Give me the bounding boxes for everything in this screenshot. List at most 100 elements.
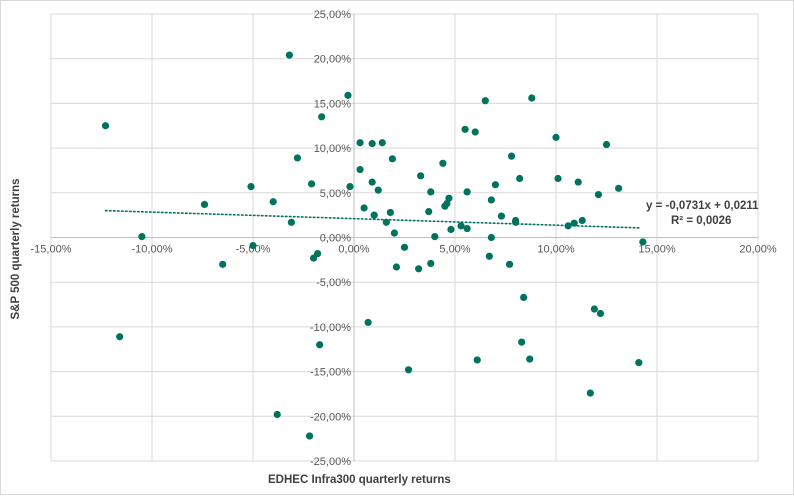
x-tick-label: 20,00%: [739, 244, 777, 256]
data-point: [293, 154, 302, 162]
y-tick-label: -15,00%: [310, 367, 351, 379]
data-point: [578, 216, 586, 225]
data-point: [526, 355, 534, 363]
x-tick-label: 5,00%: [439, 244, 470, 256]
data-point: [427, 259, 435, 268]
data-point: [463, 188, 471, 196]
y-axis-title: S&P 500 quarterly returns: [10, 178, 22, 319]
data-point: [116, 333, 124, 341]
data-point: [445, 194, 453, 202]
data-point: [400, 243, 409, 251]
data-point: [356, 139, 364, 147]
data-point: [518, 338, 526, 346]
data-point: [520, 293, 528, 301]
data-point: [447, 225, 455, 234]
data-point: [457, 222, 465, 230]
data-point: [374, 186, 382, 194]
data-point: [596, 309, 605, 318]
data-point: [318, 113, 326, 121]
data-point: [586, 389, 594, 397]
data-point: [388, 155, 396, 163]
data-point: [368, 140, 376, 148]
data-point: [305, 432, 314, 440]
data-point: [497, 212, 506, 220]
data-point: [392, 263, 401, 271]
data-point: [516, 174, 524, 183]
axes: [51, 14, 758, 461]
data-point: [390, 229, 398, 237]
data-point: [219, 260, 227, 268]
data-point: [378, 139, 386, 147]
data-point: [344, 91, 352, 99]
x-axis-title: EDHEC Infra300 quarterly returns: [268, 474, 451, 486]
data-point: [615, 184, 623, 192]
data-point: [590, 305, 598, 313]
data-point: [427, 188, 435, 196]
data-point: [570, 219, 578, 227]
data-point: [368, 178, 376, 186]
data-point: [346, 182, 354, 191]
data-point: [594, 190, 603, 199]
data-point: [564, 222, 572, 230]
y-tick-label: -10,00%: [310, 322, 351, 334]
x-tick-label: 15,00%: [638, 244, 676, 256]
data-point: [471, 128, 479, 136]
data-points: [101, 51, 647, 440]
y-tick-label: 5,00%: [320, 188, 351, 200]
data-point: [415, 265, 423, 273]
data-point: [273, 410, 281, 419]
data-point: [481, 97, 489, 105]
data-point: [473, 356, 481, 364]
data-point: [364, 318, 372, 327]
trendline-r2: R² = 0,0026: [671, 215, 731, 227]
y-tick-label: 15,00%: [314, 98, 352, 110]
data-point: [316, 341, 324, 349]
y-tick-labels: -25,00% -20,00% -15,00% -10,00% -5,00% 0,00% 5…: [310, 9, 351, 468]
data-point: [431, 233, 439, 241]
data-point: [505, 260, 514, 268]
data-point: [285, 51, 293, 59]
y-tick-label: 20,00%: [314, 54, 352, 66]
data-point: [307, 180, 316, 188]
data-point: [487, 196, 495, 204]
data-point: [386, 208, 394, 217]
y-tick-label: 25,00%: [314, 9, 352, 21]
data-point: [487, 233, 495, 242]
x-tick-labels: -15,00% -10,00% -5,00% 0,00% 5,00% 10,00% 15,0…: [31, 244, 777, 256]
trendline-equation: y = -0,0731x + 0,0211: [646, 200, 759, 212]
data-point: [314, 249, 322, 258]
data-point: [485, 252, 493, 260]
data-point: [574, 178, 582, 186]
data-point: [463, 224, 471, 233]
trendline-group: [104, 209, 642, 229]
data-point: [439, 159, 447, 167]
data-point: [138, 233, 146, 241]
y-tick-label: -20,00%: [310, 411, 351, 423]
data-point: [511, 216, 520, 225]
data-point: [382, 218, 390, 226]
y-tick-label: 10,00%: [314, 143, 352, 155]
data-point: [552, 133, 560, 141]
y-tick-label: -25,00%: [310, 456, 351, 468]
x-tick-label: -15,00%: [31, 244, 72, 256]
data-point: [404, 366, 413, 374]
data-point: [602, 140, 611, 149]
data-point: [635, 359, 643, 367]
data-point: [247, 182, 255, 191]
x-tick-label: 0,00%: [338, 244, 369, 256]
data-point: [554, 174, 562, 183]
data-point: [200, 200, 209, 209]
data-point: [461, 125, 469, 133]
data-point: [528, 94, 536, 102]
x-tick-label: -5,00%: [236, 244, 271, 256]
data-point: [101, 122, 110, 130]
y-tick-label: 0,00%: [320, 233, 351, 245]
y-tick-label: -5,00%: [316, 277, 351, 289]
data-point: [417, 172, 425, 180]
data-point: [360, 204, 368, 212]
data-point: [507, 152, 516, 160]
data-point: [491, 181, 499, 189]
data-point: [425, 207, 433, 216]
